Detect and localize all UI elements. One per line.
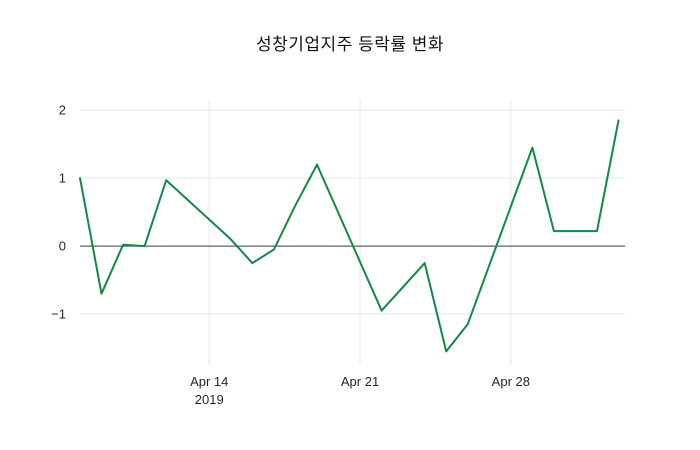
price-change-series-line — [79, 119, 620, 353]
y-tick-label: −1 — [51, 307, 66, 322]
y-tick-label: 0 — [59, 239, 66, 254]
x-tick-label: Apr 28 — [492, 374, 530, 389]
x-tick-label: Apr 21 — [341, 374, 379, 389]
y-tick-label: 2 — [59, 103, 66, 118]
chart-title: 성창기업지주 등락률 변화 — [256, 35, 444, 54]
y-tick-label: 1 — [59, 171, 66, 186]
x-tick-year-label: 2019 — [195, 392, 224, 407]
x-tick-label: Apr 14 — [190, 374, 228, 389]
